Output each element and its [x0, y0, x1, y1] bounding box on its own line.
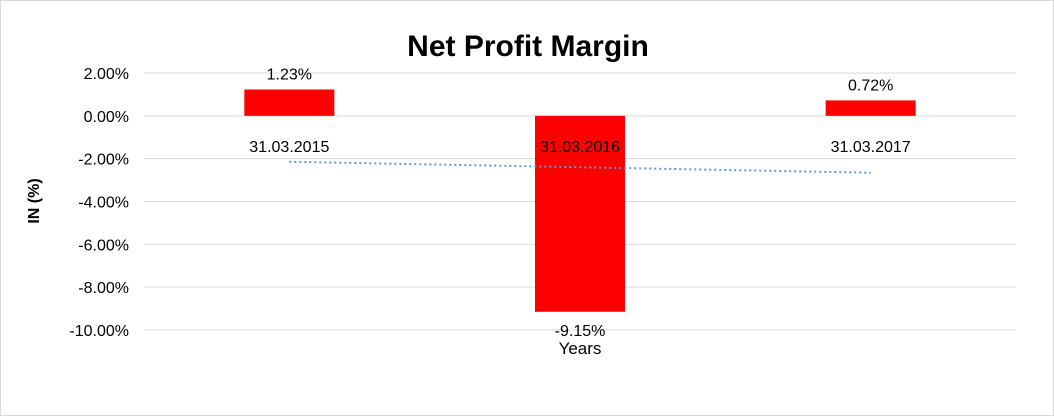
y-tick-label: 0.00%	[84, 109, 129, 126]
x-tick-label: 31.03.2017	[831, 139, 911, 156]
data-label: 1.23%	[267, 66, 312, 83]
data-label: -9.15%	[555, 323, 606, 340]
trendline	[289, 160, 871, 174]
bar	[244, 89, 335, 116]
y-tick-label: -6.00%	[78, 237, 129, 254]
y-tick-label: -2.00%	[78, 152, 129, 169]
data-label: 0.72%	[848, 77, 893, 94]
y-axis-label: IN (%)	[26, 178, 43, 223]
bar	[535, 115, 625, 312]
y-tick-label: -10.00%	[69, 323, 129, 340]
y-tick-label: 2.00%	[84, 66, 129, 83]
chart-title: Net Profit Margin	[407, 30, 649, 63]
x-tick-label: 31.03.2015	[249, 139, 329, 156]
bar	[825, 100, 916, 116]
y-tick-label: -8.00%	[78, 280, 129, 297]
x-tick-label: 31.03.2016	[540, 139, 620, 156]
x-axis-label: Years	[559, 339, 602, 358]
y-tick-label: -4.00%	[78, 195, 129, 212]
